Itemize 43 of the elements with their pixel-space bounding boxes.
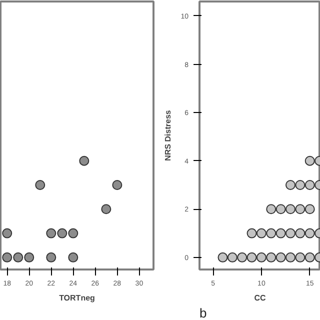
- point: [2, 228, 12, 238]
- point: [295, 204, 306, 214]
- text: b: [200, 306, 207, 320]
- point: [276, 252, 286, 262]
- point: [295, 252, 306, 262]
- point: [256, 228, 266, 238]
- point: [266, 204, 276, 214]
- point: [13, 252, 24, 262]
- point: [246, 228, 257, 238]
- point: [285, 204, 296, 214]
- point: [276, 204, 286, 214]
- point: [227, 252, 238, 262]
- point: [237, 252, 248, 262]
- point: [304, 252, 315, 262]
- point: [276, 228, 286, 238]
- point: [218, 252, 228, 262]
- point: [256, 252, 266, 262]
- y-axis-title: NRS Distress: [164, 110, 173, 161]
- point: [304, 228, 315, 238]
- point: [285, 180, 296, 190]
- x-axis-title: TORTneg: [59, 294, 96, 302]
- point: [295, 228, 306, 238]
- point: [101, 204, 112, 214]
- point: [46, 252, 56, 262]
- point: [285, 252, 296, 262]
- point: [24, 252, 34, 262]
- point: [79, 156, 90, 166]
- point: [246, 252, 257, 262]
- point: [57, 228, 68, 238]
- point: [112, 180, 122, 190]
- point: [35, 180, 46, 190]
- point: [304, 204, 315, 214]
- point: [285, 228, 296, 238]
- x-axis-title: CC: [254, 294, 266, 302]
- point: [266, 252, 276, 262]
- point: [295, 180, 306, 190]
- point: [266, 228, 276, 238]
- point: [46, 228, 56, 238]
- point: [68, 252, 78, 262]
- point: [2, 252, 12, 262]
- point: [68, 228, 78, 238]
- point: [304, 180, 315, 190]
- point: [304, 156, 315, 166]
